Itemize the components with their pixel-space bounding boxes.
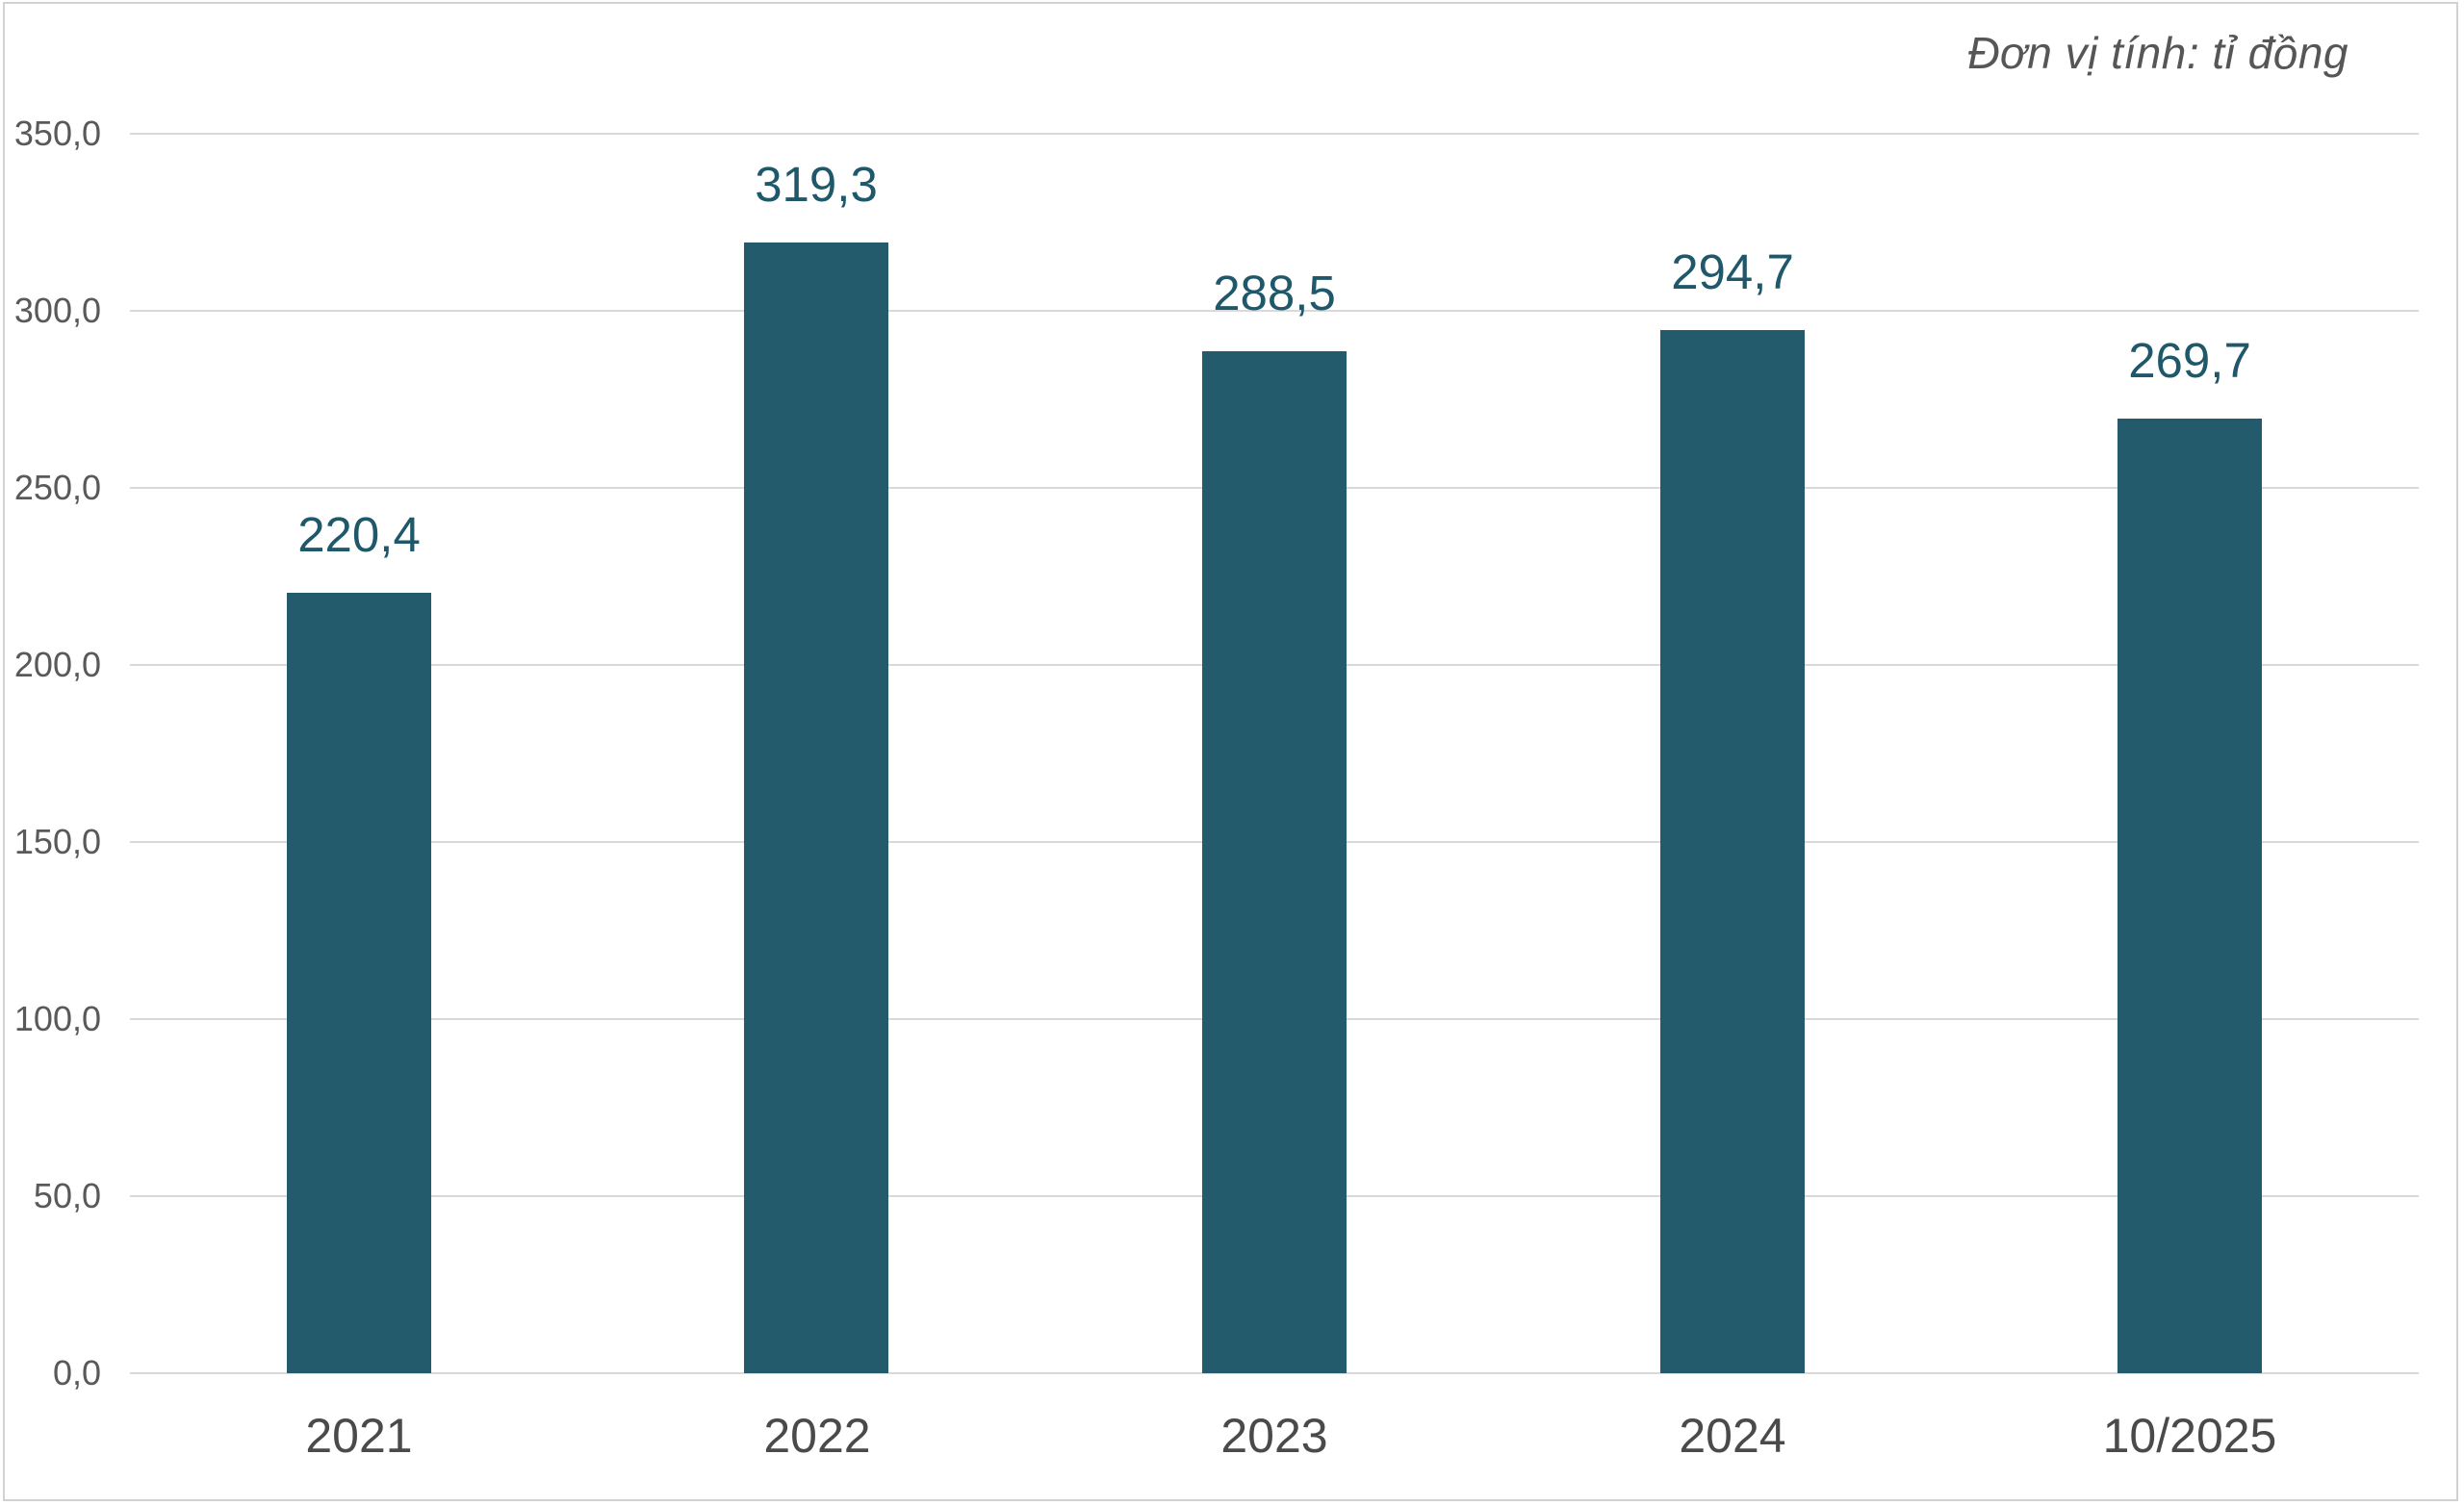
y-axis-tick-label: 300,0 bbox=[13, 291, 101, 330]
x-axis-tick-label: 2022 bbox=[763, 1409, 871, 1463]
x-axis-tick-label: 2024 bbox=[1679, 1409, 1786, 1463]
unit-annotation: Đơn vị tính: tỉ đồng bbox=[1967, 28, 2348, 78]
bar-value-label: 269,7 bbox=[2128, 333, 2251, 388]
bar-2021 bbox=[287, 593, 431, 1373]
y-axis-tick-label: 200,0 bbox=[13, 645, 101, 684]
y-axis-tick-label: 100,0 bbox=[13, 999, 101, 1038]
bar-value-label: 220,4 bbox=[297, 507, 421, 562]
bar-value-label: 288,5 bbox=[1213, 266, 1336, 320]
bar-2024 bbox=[1660, 330, 1805, 1373]
gridline-0 bbox=[130, 1372, 2419, 1374]
y-axis-tick-label: 150,0 bbox=[13, 822, 101, 861]
x-axis-tick-label: 10/2025 bbox=[2102, 1409, 2277, 1463]
bar-10-2025 bbox=[2118, 419, 2262, 1373]
bar-value-label: 319,3 bbox=[755, 157, 878, 212]
y-axis-tick-label: 250,0 bbox=[13, 468, 101, 507]
bar-value-label: 294,7 bbox=[1671, 244, 1794, 299]
gridline-350 bbox=[130, 133, 2419, 135]
x-axis-tick-label: 2023 bbox=[1220, 1409, 1328, 1463]
x-axis-tick-label: 2021 bbox=[305, 1409, 413, 1463]
y-axis-tick-label: 0,0 bbox=[52, 1353, 101, 1392]
y-axis-tick-label: 350,0 bbox=[13, 114, 101, 153]
bar-2022 bbox=[744, 242, 888, 1373]
y-axis-tick-label: 50,0 bbox=[33, 1176, 101, 1215]
bar-2023 bbox=[1202, 351, 1347, 1373]
gridline-300 bbox=[130, 310, 2419, 312]
